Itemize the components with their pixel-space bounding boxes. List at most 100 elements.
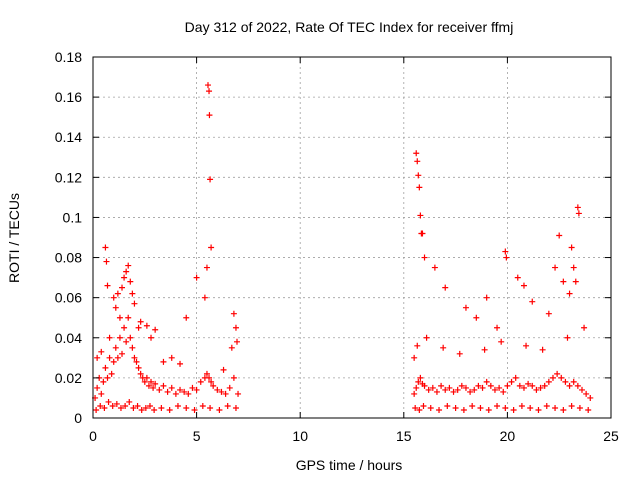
data-point <box>543 402 550 409</box>
data-point <box>160 358 167 365</box>
y-tick-label: 0.16 <box>55 89 82 105</box>
data-point <box>123 338 130 345</box>
data-point <box>145 382 152 389</box>
data-point <box>102 364 109 371</box>
data-point <box>135 324 142 331</box>
data-point <box>224 402 231 409</box>
data-point <box>116 314 123 321</box>
data-point <box>552 404 559 411</box>
data-point <box>104 282 111 289</box>
data-point <box>558 374 565 381</box>
data-point <box>94 384 101 391</box>
data-point <box>568 244 575 251</box>
data-point <box>415 378 422 385</box>
data-point <box>510 406 517 413</box>
x-tick-label: 15 <box>396 428 412 444</box>
data-point <box>185 390 192 397</box>
data-point <box>417 212 424 219</box>
data-point <box>228 344 235 351</box>
data-point <box>134 402 141 409</box>
data-point <box>106 334 113 341</box>
data-point <box>477 404 484 411</box>
data-point <box>103 258 110 265</box>
data-point <box>498 338 505 345</box>
data-point <box>141 378 148 385</box>
data-point <box>152 380 159 387</box>
data-point <box>206 112 213 119</box>
data-point <box>206 374 213 381</box>
data-point <box>412 404 419 411</box>
data-point <box>417 374 424 381</box>
data-point <box>585 406 592 413</box>
data-point <box>502 248 509 255</box>
data-point <box>106 354 113 361</box>
data-point <box>421 382 428 389</box>
data-point <box>518 402 525 409</box>
data-point <box>116 334 123 341</box>
data-point <box>416 184 423 191</box>
data-point <box>494 402 501 409</box>
data-point <box>102 244 109 251</box>
data-point <box>512 374 519 381</box>
data-point <box>427 404 434 411</box>
y-tick-label: 0.08 <box>55 250 82 266</box>
data-point <box>151 406 158 413</box>
data-point <box>440 344 447 351</box>
data-point <box>201 294 208 301</box>
data-point <box>473 314 480 321</box>
data-point <box>429 384 436 391</box>
data-point <box>114 290 121 297</box>
data-point <box>148 334 155 341</box>
data-point <box>566 290 573 297</box>
data-point <box>413 384 420 391</box>
data-point <box>527 404 534 411</box>
data-point <box>123 268 130 275</box>
data-point <box>129 290 136 297</box>
data-point <box>222 390 229 397</box>
data-point <box>508 378 515 385</box>
axis-ticks <box>92 56 612 419</box>
data-point <box>143 374 150 381</box>
data-point <box>414 158 421 165</box>
data-points <box>92 82 594 413</box>
data-point <box>97 402 104 409</box>
data-point <box>126 398 133 405</box>
data-point <box>570 378 577 385</box>
data-point <box>516 382 523 389</box>
data-point <box>416 406 423 413</box>
data-point <box>504 382 511 389</box>
data-point <box>471 386 478 393</box>
data-point <box>137 370 144 377</box>
data-point <box>574 204 581 211</box>
data-point <box>583 390 590 397</box>
data-point <box>113 400 120 407</box>
data-point <box>119 284 126 291</box>
data-point <box>220 366 227 373</box>
data-point <box>207 404 214 411</box>
data-point <box>458 382 465 389</box>
y-axis-label: ROTI / TECUs <box>6 193 22 283</box>
data-point <box>101 404 108 411</box>
data-point <box>444 402 451 409</box>
data-point <box>483 294 490 301</box>
y-tick-label: 0.18 <box>55 49 82 65</box>
data-point <box>462 304 469 311</box>
data-point <box>197 378 204 385</box>
data-point <box>232 324 239 331</box>
data-point <box>112 304 119 311</box>
data-point <box>483 378 490 385</box>
data-point <box>216 406 223 413</box>
data-point <box>438 382 445 389</box>
data-point <box>520 282 527 289</box>
data-point <box>578 386 585 393</box>
data-point <box>131 354 138 361</box>
data-point <box>529 382 536 389</box>
data-point <box>442 284 449 291</box>
data-point <box>485 406 492 413</box>
data-point <box>127 278 134 285</box>
data-point <box>413 150 420 157</box>
data-point <box>566 382 573 389</box>
data-point <box>421 254 428 261</box>
data-point <box>98 390 105 397</box>
data-point <box>587 394 594 401</box>
